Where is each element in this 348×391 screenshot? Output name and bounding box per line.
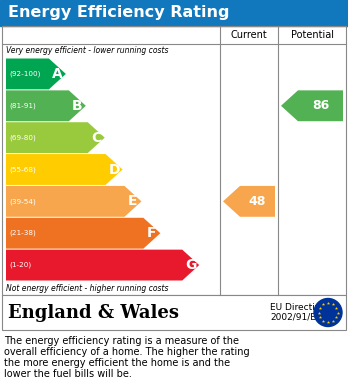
Polygon shape bbox=[6, 218, 160, 249]
Text: Potential: Potential bbox=[291, 30, 333, 40]
Polygon shape bbox=[6, 154, 122, 185]
Text: B: B bbox=[72, 99, 82, 113]
Text: F: F bbox=[147, 226, 157, 240]
Text: (21-38): (21-38) bbox=[9, 230, 36, 237]
Text: A: A bbox=[52, 67, 63, 81]
Text: Current: Current bbox=[231, 30, 267, 40]
Text: EU Directive: EU Directive bbox=[270, 303, 326, 312]
Circle shape bbox=[314, 298, 342, 326]
Text: overall efficiency of a home. The higher the rating: overall efficiency of a home. The higher… bbox=[4, 347, 250, 357]
Text: 86: 86 bbox=[312, 99, 329, 112]
Text: lower the fuel bills will be.: lower the fuel bills will be. bbox=[4, 369, 132, 379]
Polygon shape bbox=[6, 90, 86, 121]
Text: (55-68): (55-68) bbox=[9, 166, 36, 173]
Text: Energy Efficiency Rating: Energy Efficiency Rating bbox=[8, 5, 229, 20]
Text: (69-80): (69-80) bbox=[9, 135, 36, 141]
Polygon shape bbox=[281, 90, 343, 121]
Bar bbox=[2, 26, 346, 295]
Text: (39-54): (39-54) bbox=[9, 198, 36, 204]
Bar bbox=[0, 0, 348, 26]
Text: (92-100): (92-100) bbox=[9, 71, 40, 77]
Text: Not energy efficient - higher running costs: Not energy efficient - higher running co… bbox=[6, 284, 168, 293]
Text: Very energy efficient - lower running costs: Very energy efficient - lower running co… bbox=[6, 46, 168, 55]
Text: (81-91): (81-91) bbox=[9, 102, 36, 109]
Text: C: C bbox=[91, 131, 101, 145]
Text: (1-20): (1-20) bbox=[9, 262, 31, 268]
Text: 48: 48 bbox=[249, 195, 266, 208]
Text: the more energy efficient the home is and the: the more energy efficient the home is an… bbox=[4, 358, 230, 368]
Polygon shape bbox=[223, 186, 275, 217]
Polygon shape bbox=[6, 249, 199, 280]
Text: G: G bbox=[185, 258, 196, 272]
Text: 2002/91/EC: 2002/91/EC bbox=[270, 313, 322, 322]
Text: The energy efficiency rating is a measure of the: The energy efficiency rating is a measur… bbox=[4, 336, 239, 346]
Bar bbox=[2, 295, 346, 330]
Polygon shape bbox=[6, 186, 141, 217]
Text: E: E bbox=[128, 194, 138, 208]
Polygon shape bbox=[6, 59, 66, 90]
Polygon shape bbox=[6, 122, 105, 153]
Text: England & Wales: England & Wales bbox=[8, 303, 179, 321]
Text: D: D bbox=[108, 163, 120, 176]
